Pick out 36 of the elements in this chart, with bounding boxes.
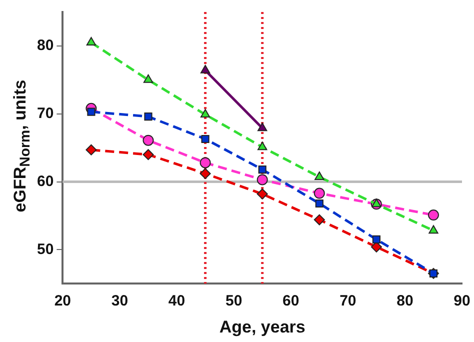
- x-tick-label: 50: [225, 292, 242, 310]
- point: [258, 142, 268, 150]
- x-tick-label: 80: [396, 292, 414, 310]
- point: [428, 225, 438, 234]
- x-tick-label: 20: [54, 292, 72, 310]
- x-tick-label: 40: [168, 292, 186, 310]
- x-axis-title: Age, years: [219, 317, 306, 336]
- y-tick-label: 60: [36, 172, 54, 190]
- point: [144, 112, 152, 121]
- point: [200, 157, 211, 168]
- x-tick-label: 90: [454, 292, 470, 310]
- y-tick-label: 50: [36, 240, 54, 258]
- point: [86, 144, 97, 156]
- y-tick-label: 70: [36, 104, 54, 122]
- point: [258, 165, 266, 174]
- y-tick-label: 80: [36, 37, 54, 54]
- point: [314, 188, 325, 199]
- point: [315, 199, 324, 208]
- point: [428, 210, 439, 221]
- point: [86, 37, 96, 46]
- point: [200, 109, 210, 118]
- point: [314, 214, 325, 226]
- point: [372, 198, 382, 208]
- point: [142, 134, 154, 146]
- point: [256, 188, 268, 200]
- point: [142, 149, 154, 160]
- x-tick-label: 60: [282, 292, 300, 310]
- point: [372, 235, 380, 244]
- point: [200, 168, 211, 180]
- point: [256, 174, 268, 186]
- point: [143, 74, 154, 83]
- point: [201, 134, 210, 144]
- point: [314, 171, 324, 180]
- x-tick-label: 70: [340, 292, 356, 310]
- x-tick-label: 30: [111, 292, 128, 310]
- point: [87, 108, 96, 116]
